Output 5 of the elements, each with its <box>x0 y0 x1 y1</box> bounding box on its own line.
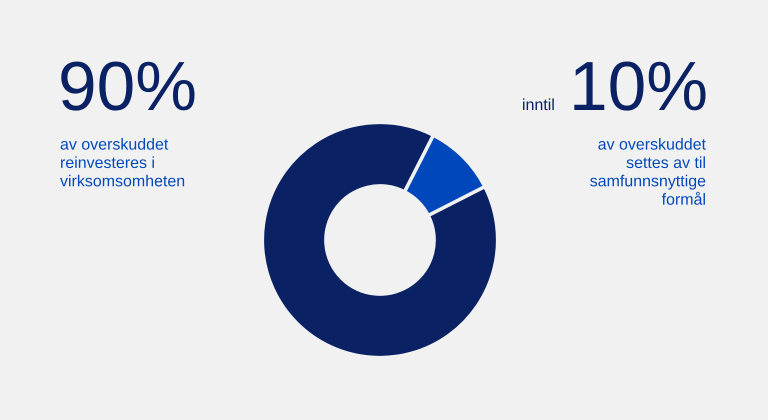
text: av overskuddet reinvesteres i virksomsomheten <box>60 138 184 186</box>
text: inntil <box>523 98 554 110</box>
data-label: 10% <box>574 61 706 111</box>
data-label: 90% <box>61 61 195 111</box>
text: av overskuddet settes av til samfunnsnyttige formål <box>590 138 706 205</box>
